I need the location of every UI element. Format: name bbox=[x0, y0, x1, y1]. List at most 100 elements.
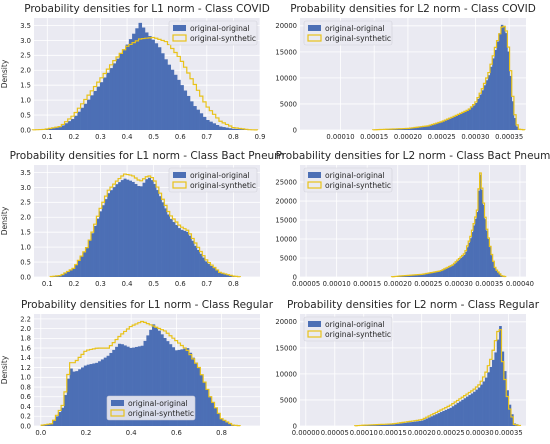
x-tick-label: 0.6 bbox=[171, 429, 182, 437]
histogram-bar bbox=[442, 121, 445, 130]
histogram-bar bbox=[224, 273, 228, 277]
histogram-bar bbox=[223, 420, 227, 426]
histogram-bar bbox=[98, 361, 102, 426]
histogram-bar bbox=[437, 122, 441, 130]
x-tick-label: 0.4 bbox=[122, 280, 133, 288]
panel-title: Probability densities for L1 norm - Clas… bbox=[10, 150, 285, 162]
histogram-bar bbox=[508, 404, 512, 426]
x-tick-label: 0.5 bbox=[148, 280, 159, 288]
histogram-bar bbox=[468, 109, 471, 130]
histogram-bar bbox=[88, 240, 92, 277]
histogram-bar bbox=[461, 112, 465, 130]
y-tick-label: 0 bbox=[293, 273, 297, 281]
histogram-bar bbox=[117, 343, 122, 426]
y-tick-label: 15000 bbox=[275, 344, 297, 352]
x-tick-label: 0.00020 bbox=[394, 133, 422, 141]
histogram-bar bbox=[99, 211, 103, 277]
histogram-bar bbox=[430, 416, 434, 426]
histogram-bar bbox=[83, 365, 87, 426]
y-tick-label: 1.5 bbox=[20, 229, 31, 237]
histogram-bar bbox=[435, 414, 438, 426]
histogram-bar bbox=[157, 47, 162, 130]
histogram-bar bbox=[428, 417, 431, 426]
histogram-bar bbox=[166, 341, 170, 426]
legend-swatch-original-synthetic bbox=[307, 181, 322, 189]
histogram-bar bbox=[55, 416, 59, 426]
y-tick-label: 10000 bbox=[275, 370, 297, 378]
histogram-bar bbox=[44, 424, 48, 426]
histogram-bar bbox=[146, 335, 150, 426]
histogram-bar bbox=[417, 274, 420, 277]
histogram-bar bbox=[109, 190, 113, 277]
histogram-bar bbox=[490, 66, 493, 130]
histogram-bar bbox=[122, 49, 126, 130]
histogram-bar bbox=[85, 247, 89, 277]
histogram-bar bbox=[492, 359, 495, 426]
histogram-bar bbox=[484, 219, 487, 277]
histogram-bar bbox=[80, 256, 84, 277]
histogram-bar bbox=[172, 221, 176, 277]
histogram-bar bbox=[429, 273, 431, 277]
histogram-bar bbox=[461, 256, 464, 277]
chart-panel-5: Probability densities for L1 norm - Clas… bbox=[0, 299, 274, 437]
histogram-bar bbox=[413, 127, 417, 130]
histogram-bar bbox=[49, 423, 53, 426]
histogram-bar bbox=[194, 245, 198, 277]
histogram-bar bbox=[453, 264, 456, 277]
y-tick-label: 10000 bbox=[275, 235, 297, 243]
histogram-bar bbox=[163, 338, 167, 426]
histogram-bar bbox=[194, 362, 198, 426]
y-tick-label: 20000 bbox=[275, 197, 297, 205]
x-tick-label: 0.3 bbox=[95, 133, 106, 141]
histogram-bar bbox=[112, 63, 117, 130]
chart-panel-2: Probability densities for L2 norm - Clas… bbox=[275, 3, 535, 141]
histogram-bar bbox=[494, 50, 497, 130]
x-tick-label: 0.00000 bbox=[292, 429, 320, 437]
legend-label-original-synthetic: original-synthetic bbox=[128, 409, 194, 418]
histogram-bar bbox=[487, 239, 490, 277]
histogram-bar bbox=[455, 115, 458, 130]
x-tick-label: 0.0 bbox=[35, 429, 46, 437]
y-tick-label: 0.8 bbox=[20, 383, 31, 391]
histogram-bar bbox=[383, 424, 386, 426]
histogram-bar bbox=[221, 273, 225, 277]
x-tick-label: 0.00025 bbox=[428, 133, 456, 141]
x-tick-label: 0.00005 bbox=[292, 280, 320, 288]
histogram-bar bbox=[140, 345, 144, 426]
histogram-bar bbox=[368, 425, 372, 426]
histogram-bar bbox=[123, 178, 127, 277]
histogram-bar bbox=[503, 25, 506, 130]
histogram-bar bbox=[479, 174, 482, 277]
histogram-bar bbox=[180, 229, 184, 277]
histogram-bar bbox=[158, 196, 162, 277]
histogram-bar bbox=[72, 371, 76, 426]
histogram-bar bbox=[418, 126, 421, 130]
legend-label-original-original: original-original bbox=[190, 24, 250, 33]
y-tick-label: 0.5 bbox=[20, 111, 31, 119]
histogram-bar bbox=[480, 384, 483, 426]
histogram-bar bbox=[453, 116, 456, 130]
histogram-bar bbox=[154, 326, 159, 426]
histogram-bar bbox=[206, 119, 210, 130]
histogram-bar bbox=[516, 126, 519, 130]
y-tick-label: 0.0 bbox=[20, 126, 31, 134]
legend-swatch-original-synthetic bbox=[110, 409, 125, 417]
y-tick-label: 10000 bbox=[275, 74, 297, 82]
x-tick-label: 0.00030 bbox=[445, 280, 473, 288]
panel-title: Probability densities for L2 norm - Clas… bbox=[287, 299, 540, 311]
histogram-bar bbox=[432, 272, 435, 277]
y-tick-label: 1.5 bbox=[20, 82, 31, 90]
histogram-bar bbox=[404, 422, 408, 426]
histogram-bar bbox=[203, 382, 207, 426]
histogram-bar bbox=[171, 347, 176, 426]
histogram-bar bbox=[115, 58, 120, 131]
histogram-bar bbox=[103, 357, 107, 426]
histogram-bar bbox=[104, 199, 108, 277]
legend-box bbox=[106, 395, 196, 421]
histogram-bar bbox=[151, 39, 155, 130]
synthetic-step-line bbox=[40, 320, 241, 427]
x-tick-label: 0.00025 bbox=[414, 280, 442, 288]
histogram-bar bbox=[89, 364, 93, 426]
histogram-bar bbox=[226, 274, 230, 277]
y-tick-label: 2.0 bbox=[20, 67, 31, 75]
